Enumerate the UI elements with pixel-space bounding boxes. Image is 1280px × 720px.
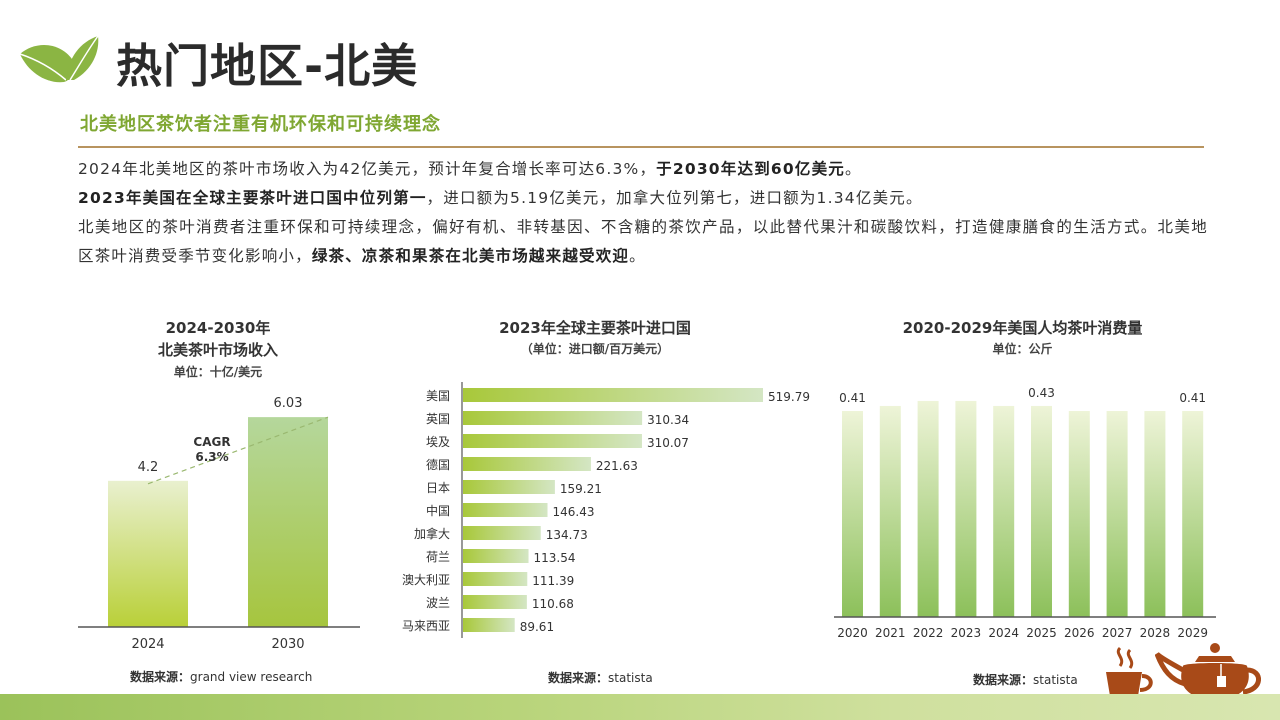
chart1-value-label: 6.03 <box>274 396 303 411</box>
chart1-bar-2024 <box>108 480 188 627</box>
chart2-y-tick: 马来西亚 <box>402 619 450 633</box>
chart1-value-label: 4.2 <box>138 460 159 475</box>
chart2-y-tick: 加拿大 <box>414 526 450 541</box>
chart2-unit: （单位：进口额/百万美元） <box>520 342 670 356</box>
chart2-bar-5 <box>463 503 548 517</box>
chart2-value-label: 111.39 <box>532 574 574 588</box>
chart2-bar-6 <box>463 526 541 540</box>
chart3-bar-2027 <box>1106 410 1128 617</box>
chart2-plot: 美国 519.79 英国 310.34 埃及 310.07 德国 221.63 日本 159.21… <box>402 382 810 638</box>
chart2-value-label: 519.79 <box>768 390 810 404</box>
paragraph-1: 2024年北美地区的茶叶市场收入为42亿美元，预计年复合增长率可达6.3%，于2… <box>78 160 862 178</box>
chart1-x-tick: 2030 <box>271 637 304 652</box>
chart3-value-label: 0.41 <box>839 391 866 405</box>
chart3-bar-2025 <box>1031 405 1052 617</box>
chart1-cagr-value: 6.3% <box>195 450 228 464</box>
chart1-unit: 单位：十亿/美元 <box>173 365 263 379</box>
chart2-bar-4 <box>463 480 555 494</box>
paragraph-3: 北美地区的茶叶消费者注重环保和可持续理念，偏好有机、非转基因、不含糖的茶饮产品，… <box>78 218 1208 265</box>
chart2-y-tick: 中国 <box>426 503 450 518</box>
chart3-x-tick: 2022 <box>913 626 944 640</box>
chart1-bar-2030 <box>248 417 328 627</box>
chart3-unit: 单位：公斤 <box>992 342 1053 356</box>
chart3-value-label: 0.43 <box>1028 386 1055 400</box>
chart3-bar-2023 <box>955 400 977 617</box>
chart2-bar-2 <box>463 434 642 448</box>
chart2-source: 数据来源：statista <box>548 671 653 685</box>
paragraph-2: 2023年美国在全球主要茶叶进口国中位列第一，进口额为5.19亿美元，加拿大位列… <box>78 189 923 207</box>
chart3-plot: 2020 0.41 2021 2022 2023 2024 2025 0.43 2026 2027… <box>834 386 1216 640</box>
chart2-y-tick: 英国 <box>426 412 450 426</box>
footer-bar <box>0 694 1280 720</box>
chart2-value-label: 310.07 <box>647 436 689 450</box>
chart2-bar-9 <box>463 595 527 609</box>
chart2-bar-7 <box>463 549 529 563</box>
teapot-icon <box>1155 643 1261 700</box>
chart2-y-tick: 波兰 <box>426 596 450 610</box>
chart3-x-tick: 2026 <box>1064 626 1095 640</box>
chart1-title-line2: 北美茶叶市场收入 <box>157 341 278 359</box>
chart1-cagr-line <box>147 416 329 485</box>
chart3-x-tick: 2029 <box>1177 626 1208 640</box>
chart3-bar-2029 <box>1182 410 1204 617</box>
chart3-bar-2028 <box>1144 410 1166 617</box>
chart2-value-label: 134.73 <box>546 528 588 542</box>
chart1-cagr-label: CAGR <box>193 435 230 449</box>
chart2-y-tick: 澳大利亚 <box>402 573 450 587</box>
chart3-x-tick: 2027 <box>1102 626 1133 640</box>
chart3-x-tick: 2023 <box>951 626 982 640</box>
chart1-source: 数据来源：grand view research <box>130 670 313 684</box>
chart2-value-label: 110.68 <box>532 597 574 611</box>
chart2-value-label: 159.21 <box>560 482 602 496</box>
chart2-value-label: 221.63 <box>596 459 638 473</box>
chart2-bar-10 <box>463 618 515 632</box>
chart3-x-tick: 2021 <box>875 626 906 640</box>
chart2-y-tick: 美国 <box>426 389 450 403</box>
chart2-title: 2023年全球主要茶叶进口国 <box>499 319 691 337</box>
chart2-y-tick: 埃及 <box>426 435 450 449</box>
page-subtitle: 北美地区茶饮者注重有机环保和可持续理念 <box>80 114 441 135</box>
chart1-x-tick: 2024 <box>131 637 164 652</box>
chart3-bar-2024 <box>993 405 1015 617</box>
chart3-source: 数据来源：statista <box>973 673 1078 687</box>
chart2-bar-3 <box>463 457 591 471</box>
chart3-x-tick: 2028 <box>1140 626 1171 640</box>
chart3-x-tick: 2024 <box>988 626 1019 640</box>
chart3-title: 2020-2029年美国人均茶叶消费量 <box>902 319 1143 337</box>
chart3-bar-2020 <box>842 410 863 617</box>
chart3-bar-2022 <box>917 400 939 617</box>
chart3-x-tick: 2020 <box>837 626 868 640</box>
chart3-bar-2021 <box>879 405 901 617</box>
chart2-bar-1 <box>463 411 643 425</box>
chart2-y-tick: 德国 <box>426 457 450 472</box>
chart2-y-tick: 荷兰 <box>426 550 450 564</box>
chart2-bar-0 <box>463 388 763 402</box>
chart2-bar-8 <box>463 572 528 586</box>
divider <box>78 146 1204 148</box>
chart2-value-label: 113.54 <box>534 551 576 565</box>
chart2-value-label: 89.61 <box>520 620 554 634</box>
chart3-x-tick: 2025 <box>1026 626 1057 640</box>
chart1-title-line1: 2024-2030年 <box>165 319 271 337</box>
green-leaves-icon <box>19 35 99 83</box>
chart3-bar-2026 <box>1068 410 1090 617</box>
chart2-value-label: 146.43 <box>553 505 595 519</box>
chart2-y-tick: 日本 <box>426 481 450 495</box>
page-title: 热门地区-北美 <box>116 39 419 93</box>
chart3-value-label: 0.41 <box>1179 391 1206 405</box>
chart2-value-label: 310.34 <box>647 413 689 427</box>
